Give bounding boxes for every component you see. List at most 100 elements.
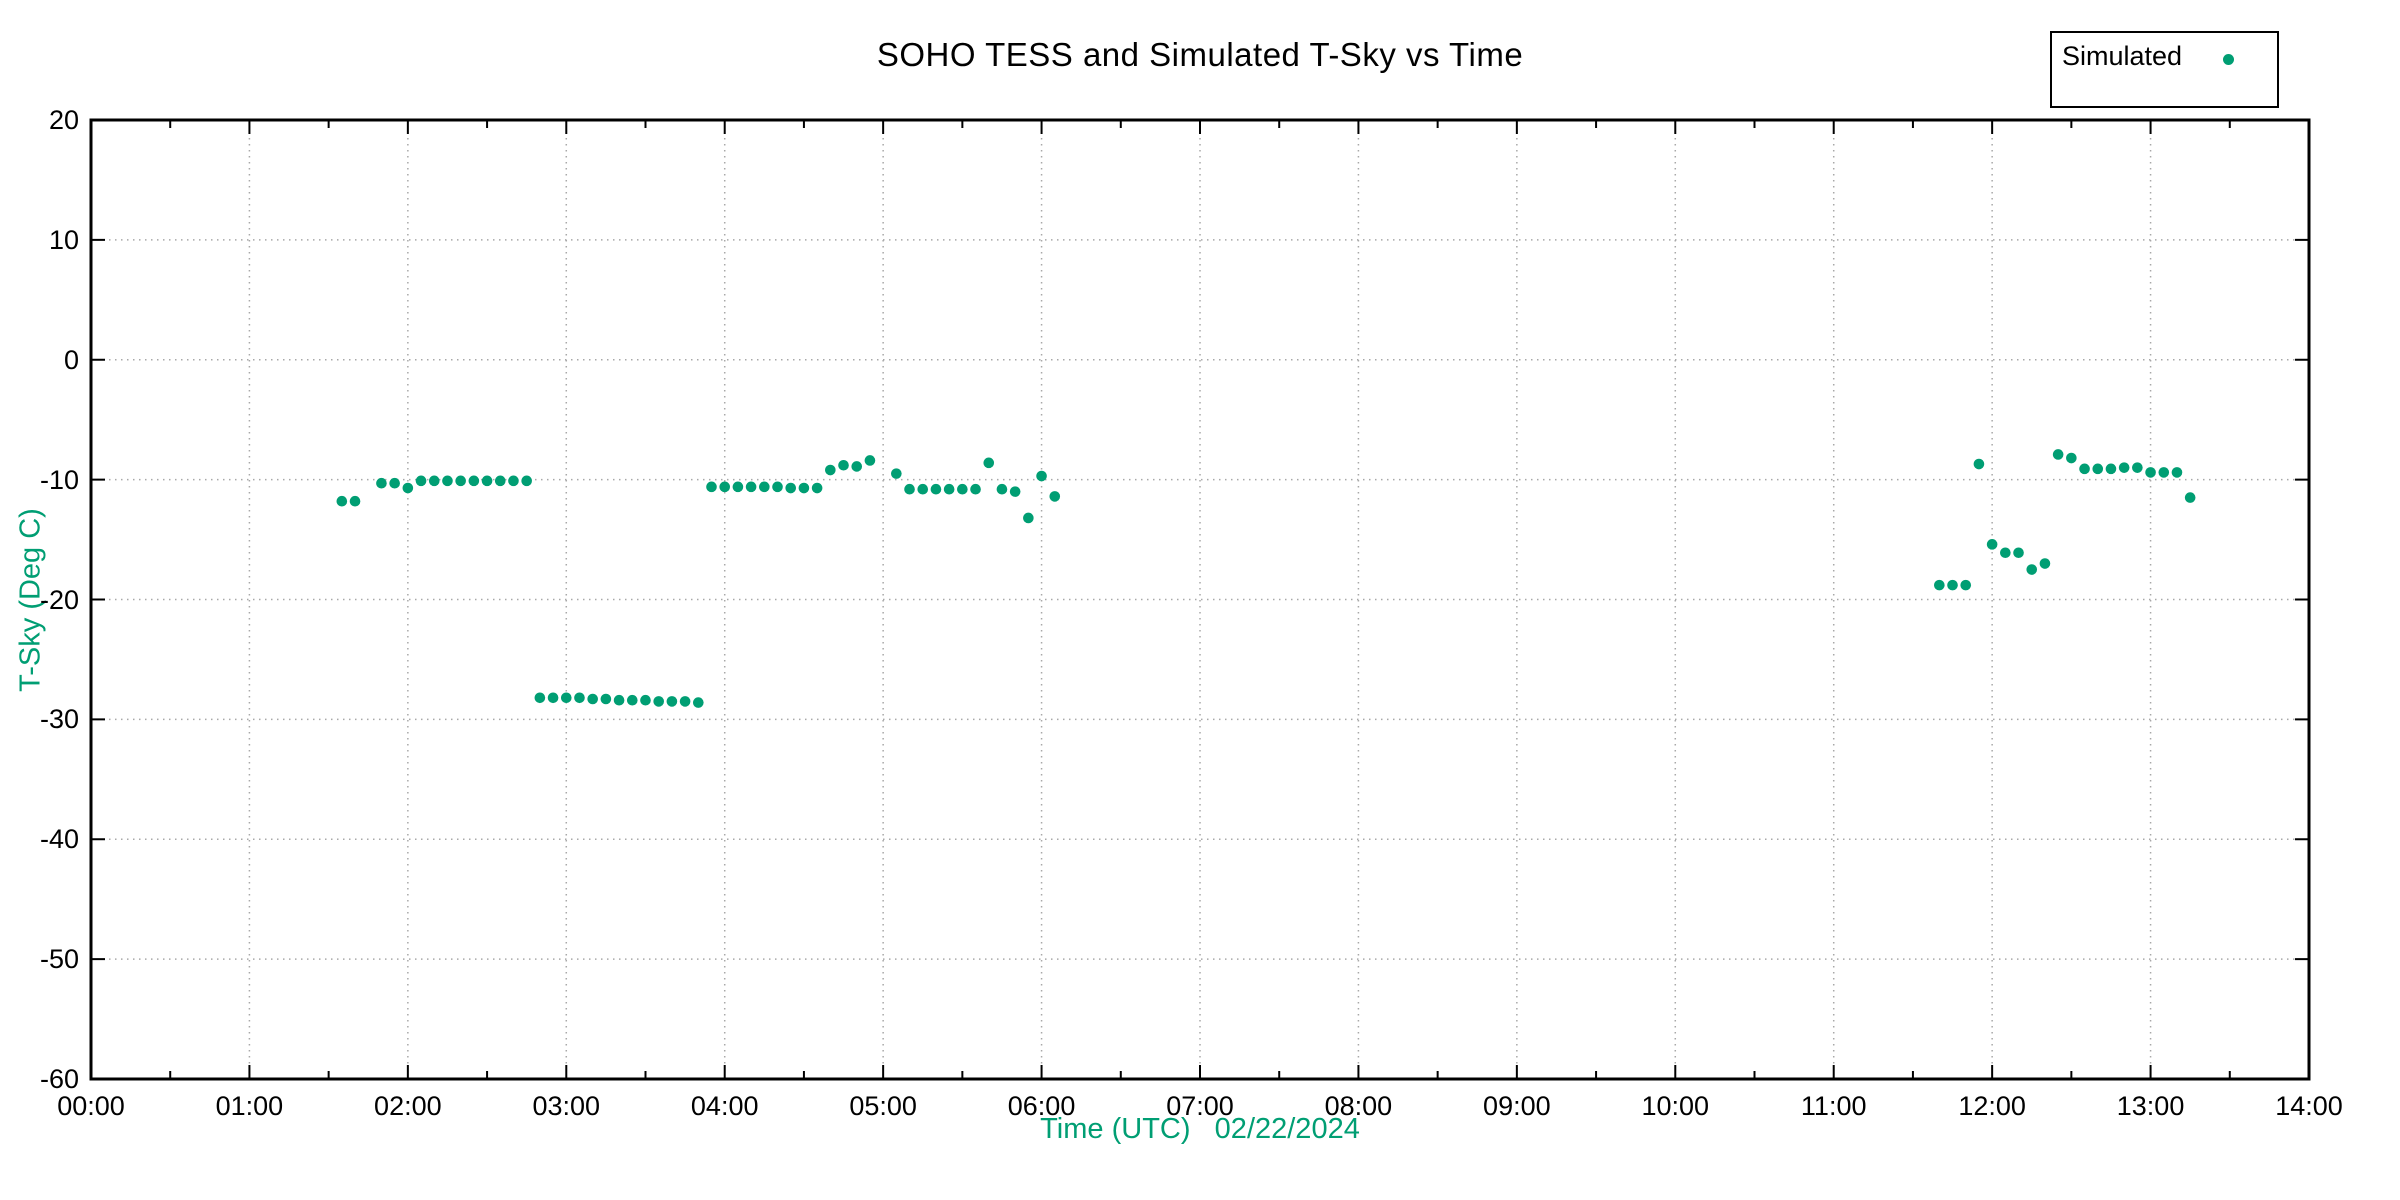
data-point [745,481,757,493]
data-point [2132,462,2143,473]
y-tick-label: -50 [39,944,79,975]
data-point [798,482,810,494]
data-point [2171,467,2183,478]
data-point [2052,449,2064,460]
data-point [2079,463,2090,475]
data-point [1049,491,1061,502]
y-tick-label: -20 [39,584,79,615]
data-point [2158,467,2170,478]
y-tick-label: -30 [39,704,79,735]
data-point [455,475,466,487]
data-point [970,483,981,495]
data-point [2145,467,2156,478]
data-point [481,475,493,487]
data-point [560,692,572,704]
data-point [732,481,744,493]
data-point [772,481,783,493]
y-tick-label: -60 [39,1064,79,1094]
data-point [613,694,625,706]
x-tick-label: 01:00 [215,1091,284,1121]
data-point [706,481,717,493]
data-point [574,692,585,704]
data-point [494,475,506,487]
data-point [693,697,704,708]
legend-label: Simulated [2062,41,2183,71]
legend-marker-dot [2223,54,2234,65]
data-point [1036,470,1047,482]
data-point [534,692,546,704]
data-point [376,477,387,489]
data-point [2013,547,2024,559]
y-tick-label: -40 [39,824,79,855]
y-tick-label: 20 [48,105,79,135]
data-point [811,482,823,494]
data-point [851,461,863,472]
x-tick-label: 07:00 [1166,1091,1234,1121]
data-point [428,475,440,487]
data-point [547,692,559,704]
data-point [640,694,651,706]
data-point [917,483,929,495]
y-tick-label: 10 [48,224,79,255]
y-tick-label: 0 [63,344,79,375]
data-point [759,481,770,493]
data-point [349,495,361,507]
data-point [415,475,427,487]
data-point [2118,462,2130,473]
data-point [891,468,902,479]
data-point [1934,579,1945,591]
data-point [825,464,836,476]
data-point [2105,463,2117,475]
data-point [1947,579,1958,591]
x-tick-label: 06:00 [1007,1091,1076,1121]
y-tick-label: -10 [39,464,79,495]
data-point [1023,512,1034,524]
x-axis-label: Time (UTC) 02/22/2024 [1040,1113,1360,1145]
legend: Simulated [2050,31,2279,108]
data-point [442,475,453,487]
data-point [1009,486,1021,497]
data-point [996,483,1008,495]
data-point [2026,564,2038,575]
x-tick-label: 05:00 [849,1091,917,1121]
x-tick-label: 11:00 [1800,1091,1867,1121]
x-tick-label: 10:00 [1641,1091,1710,1121]
data-point [626,694,638,706]
x-tick-label: 12:00 [1958,1091,2026,1121]
data-point [838,459,849,471]
data-point [666,696,678,707]
x-tick-label: 00:00 [57,1091,125,1121]
data-point [587,693,598,705]
data-point [336,495,348,507]
x-tick-label: 13:00 [2116,1091,2185,1121]
chart-title: SOHO TESS and Simulated T-Sky vs Time [876,36,1524,73]
x-tick-label: 09:00 [1483,1091,1551,1121]
data-point [508,475,519,487]
data-point [2039,558,2051,569]
x-tick-label: 02:00 [374,1091,442,1121]
data-point [943,483,955,495]
data-point [1986,539,1998,550]
x-tick-label: 08:00 [1324,1091,1393,1121]
data-point [653,696,665,707]
x-tick-label: 03:00 [532,1091,601,1121]
data-point [719,481,731,493]
data-point [930,483,942,495]
data-point [521,475,532,487]
data-point [957,483,968,495]
data-point [785,482,797,494]
data-point [389,477,400,489]
data-point [468,475,480,487]
data-point [904,483,915,495]
data-point [1960,579,1972,591]
data-point [983,457,995,469]
data-point [600,693,612,705]
data-point [2000,547,2011,559]
data-point [864,455,876,466]
data-point [2066,452,2077,464]
data-point [2184,492,2196,503]
data-point [2092,463,2104,475]
data-point [679,696,691,707]
x-tick-label: 14:00 [2275,1091,2343,1121]
data-point [402,482,414,494]
